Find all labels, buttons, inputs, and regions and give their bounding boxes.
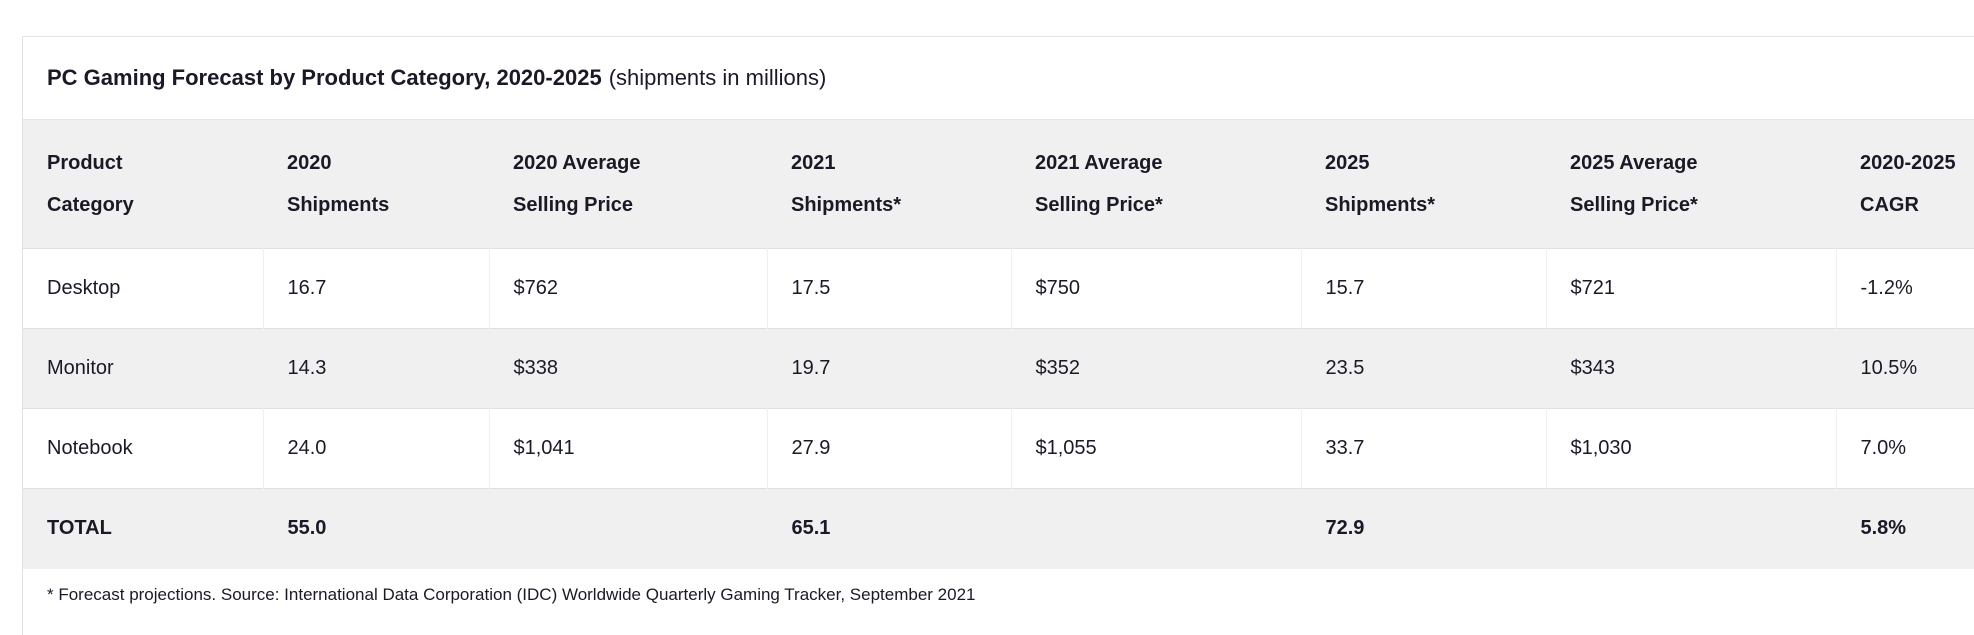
col-header-2020-shipments: 2020 Shipments — [263, 119, 489, 249]
table-row-desktop: Desktop 16.7 $762 17.5 $750 15.7 $721 -1… — [23, 248, 1974, 329]
cell-2020-asp: $1,041 — [489, 408, 768, 489]
table-row-notebook: Notebook 24.0 $1,041 27.9 $1,055 33.7 $1… — [23, 408, 1974, 489]
cell-2021-asp: $352 — [1011, 328, 1302, 409]
cell-2020-asp: $338 — [489, 328, 768, 409]
cell-2020-shipments: 55.0 — [263, 488, 490, 569]
cell-2025-asp: $1,030 — [1546, 408, 1837, 489]
cell-2020-shipments: 16.7 — [263, 248, 490, 329]
cell-2021-shipments: 17.5 — [767, 248, 1012, 329]
cell-2020-asp — [489, 488, 768, 569]
cell-cagr: 10.5% — [1836, 328, 1974, 409]
cell-2021-asp: $1,055 — [1011, 408, 1302, 489]
cell-2025-shipments: 15.7 — [1301, 248, 1547, 329]
forecast-table-container: PC Gaming Forecast by Product Category, … — [22, 36, 1974, 635]
cell-2025-asp: $721 — [1546, 248, 1837, 329]
table-title: PC Gaming Forecast by Product Category, … — [23, 37, 1974, 119]
cell-2021-shipments: 19.7 — [767, 328, 1012, 409]
cell-cagr: 5.8% — [1836, 488, 1974, 569]
cell-2020-shipments: 24.0 — [263, 408, 490, 489]
cell-category: Monitor — [23, 328, 264, 409]
col-header-product-category: Product Category — [23, 119, 263, 249]
forecast-table: Product Category 2020 Shipments 2020 Ave… — [23, 119, 1974, 569]
col-header-2021-asp: 2021 Average Selling Price* — [1011, 119, 1301, 249]
cell-2025-shipments: 72.9 — [1301, 488, 1547, 569]
col-header-2025-asp: 2025 Average Selling Price* — [1546, 119, 1836, 249]
cell-2025-shipments: 23.5 — [1301, 328, 1547, 409]
cell-2025-asp: $343 — [1546, 328, 1837, 409]
cell-cagr: 7.0% — [1836, 408, 1974, 489]
table-title-main: PC Gaming Forecast by Product Category, … — [47, 65, 602, 90]
cell-2021-shipments: 65.1 — [767, 488, 1012, 569]
col-header-2025-shipments: 2025 Shipments* — [1301, 119, 1546, 249]
cell-2020-shipments: 14.3 — [263, 328, 490, 409]
col-header-2020-asp: 2020 Average Selling Price — [489, 119, 767, 249]
cell-2025-asp — [1546, 488, 1837, 569]
cell-2021-asp: $750 — [1011, 248, 1302, 329]
cell-2025-shipments: 33.7 — [1301, 408, 1547, 489]
cell-2021-shipments: 27.9 — [767, 408, 1012, 489]
table-body: Desktop 16.7 $762 17.5 $750 15.7 $721 -1… — [23, 248, 1974, 569]
cell-category: TOTAL — [23, 488, 264, 569]
col-header-cagr: 2020-2025 CAGR — [1836, 119, 1974, 249]
header-row: Product Category 2020 Shipments 2020 Ave… — [23, 119, 1974, 249]
col-header-2021-shipments: 2021 Shipments* — [767, 119, 1011, 249]
table-header: Product Category 2020 Shipments 2020 Ave… — [23, 119, 1974, 249]
cell-category: Notebook — [23, 408, 264, 489]
table-row-total: TOTAL 55.0 65.1 72.9 5.8% — [23, 488, 1974, 569]
table-title-unit: (shipments in millions) — [608, 65, 827, 90]
cell-cagr: -1.2% — [1836, 248, 1974, 329]
table-row-monitor: Monitor 14.3 $338 19.7 $352 23.5 $343 10… — [23, 328, 1974, 409]
cell-2020-asp: $762 — [489, 248, 768, 329]
cell-category: Desktop — [23, 248, 264, 329]
cell-2021-asp — [1011, 488, 1302, 569]
